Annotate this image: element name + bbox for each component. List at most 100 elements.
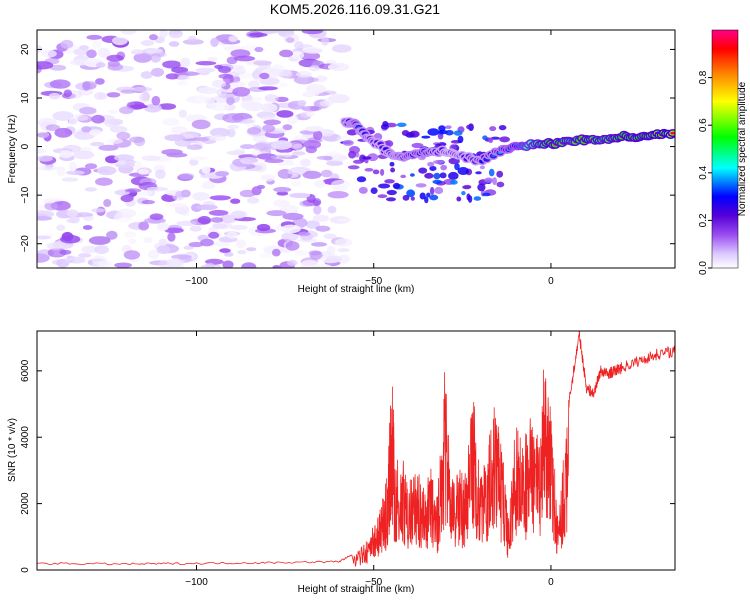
spectrogram-noise-cell (190, 156, 208, 161)
spectrogram-scatter-cell (496, 181, 505, 188)
spectrogram-xlabel: Height of straight line (km) (298, 284, 415, 295)
spectrogram-scatter-cell (378, 183, 391, 189)
spectrogram-noise-cell (82, 81, 97, 90)
spectrogram-scatter-cell (473, 196, 482, 201)
spectrogram-scatter-cell (439, 172, 447, 179)
spectrogram-noise-cell (327, 205, 337, 214)
spectrogram-noise-cell (271, 140, 293, 150)
spectrogram-noise-cell (276, 161, 296, 166)
spectrogram-noise-cell (162, 118, 180, 126)
spectrogram-scatter-cell (402, 194, 410, 201)
spectrogram-noise-cell (260, 174, 276, 182)
spectrogram-frame (36, 29, 676, 269)
spectrogram-noise-cell (109, 125, 128, 133)
spectrogram-scatter-cell (496, 170, 504, 178)
spectrogram-noise-cell (165, 73, 180, 80)
spectrogram-scatter-cell (482, 192, 491, 197)
spectrogram-noise-cell (37, 216, 53, 221)
snr-ytick-label: 2000 (20, 492, 31, 515)
spectrogram-noise-cell (299, 51, 321, 61)
spectrogram-noise-cell (300, 158, 311, 167)
spectrogram-noise-cell (158, 103, 177, 110)
spectrogram-noise-cell (326, 160, 344, 166)
spectrogram-noise-cell (90, 141, 105, 147)
spectrogram-scatter-cell (484, 177, 494, 183)
spectrogram-noise-cell (129, 136, 145, 143)
spectrogram-noise-cell (312, 214, 330, 222)
spectrogram-scatter-cell (454, 163, 460, 171)
spectrogram-scatter-cell (352, 159, 364, 164)
spectrogram-noise-cell (95, 177, 113, 186)
spectrogram-scatter-cell (380, 168, 385, 176)
spectrogram-noise-cell (66, 170, 85, 175)
spectrogram-noise-cell (216, 88, 227, 97)
spectrogram-scatter-cell (406, 189, 415, 198)
spectrogram-noise-cell (37, 210, 55, 218)
spectrogram-noise-cell (73, 150, 95, 160)
spectrogram-scatter-cell (415, 183, 427, 188)
spectrogram-noise-cell (291, 151, 306, 156)
spectrogram-noise-cell (174, 139, 192, 147)
spectrogram-ytick-label: 0 (20, 143, 31, 149)
spectrogram-scatter-cell (429, 194, 439, 201)
spectrogram-noise-cell (209, 102, 230, 112)
spectrogram-noise-cell (182, 39, 204, 45)
spectrogram-ytick-label: −20 (20, 235, 31, 252)
spectrogram-scatter-cell (489, 126, 497, 132)
spectrogram-noise-cell (59, 150, 73, 159)
snr-series-line (37, 331, 675, 567)
spectrogram-noise-cell (307, 77, 319, 83)
spectrogram-scatter-cell (477, 183, 486, 192)
spectrogram-noise-cell (264, 94, 279, 103)
spectrogram-noise-cell (140, 40, 155, 46)
spectrogram-noise-cell (41, 49, 57, 58)
spectrogram-noise-cell (66, 218, 76, 223)
spectrogram-ytick-label: 10 (20, 92, 31, 104)
spectrogram-noise-cell (143, 237, 153, 244)
spectrogram-noise-cell (124, 231, 137, 238)
spectrogram-noise-cell (319, 100, 333, 107)
spectrogram-noise-cell (195, 61, 217, 66)
spectrogram-noise-cell (272, 265, 281, 268)
spectrogram-noise-cell (166, 152, 188, 158)
spectrogram-scatter-cell (410, 196, 415, 201)
spectrogram-noise-cell (169, 203, 187, 208)
spectrogram-noise-cell (273, 199, 290, 208)
spectrogram-noise-cell (259, 253, 273, 258)
spectrogram-noise-cell (207, 56, 218, 62)
spectrogram-noise-cell (273, 186, 292, 193)
spectrogram-noise-cell (197, 216, 212, 225)
snr-ytick-label: 4000 (20, 426, 31, 449)
spectrogram-noise-cell (91, 208, 106, 213)
spectrogram-noise-cell (218, 66, 232, 74)
spectrogram-noise-cell (264, 158, 284, 163)
spectrogram-noise-cell (289, 139, 310, 144)
spectrogram-scatter-cell (498, 125, 507, 131)
spectrogram-noise-cell (305, 220, 320, 229)
spectrogram-noise-cell (223, 74, 234, 84)
spectrogram-noise-cell (233, 67, 246, 75)
spectrogram-scatter-cell (448, 171, 459, 180)
colorbar-label: Normalized spectral amplitude (737, 81, 748, 216)
spectrogram-noise-cell (312, 198, 322, 207)
spectrogram-noise-cell (144, 103, 162, 113)
spectrogram-scatter-cell (364, 168, 374, 172)
spectrogram-noise-cell (278, 82, 288, 88)
spectrogram-noise-cell (42, 166, 53, 171)
spectrogram-scatter-cell (450, 179, 458, 185)
spectrogram-noise-cell (47, 247, 67, 258)
spectrogram-noise-cell (158, 238, 168, 246)
spectrogram-scatter-cell (424, 196, 429, 204)
spectrogram-noise-cell (306, 111, 315, 117)
spectrogram-noise-cell (49, 79, 71, 89)
spectrogram-scatter-cell (389, 161, 395, 167)
spectrogram-noise-cell (313, 205, 322, 215)
spectrogram-noise-cell (116, 51, 126, 60)
spectrogram-noise-cell (42, 198, 56, 204)
spectrogram-noise-cell (205, 262, 215, 268)
spectrogram-noise-cell (189, 158, 199, 166)
spectrogram-noise-cell (314, 180, 326, 188)
spectrogram-noise-cell (49, 64, 67, 71)
spectrogram-noise-cell (187, 35, 197, 42)
